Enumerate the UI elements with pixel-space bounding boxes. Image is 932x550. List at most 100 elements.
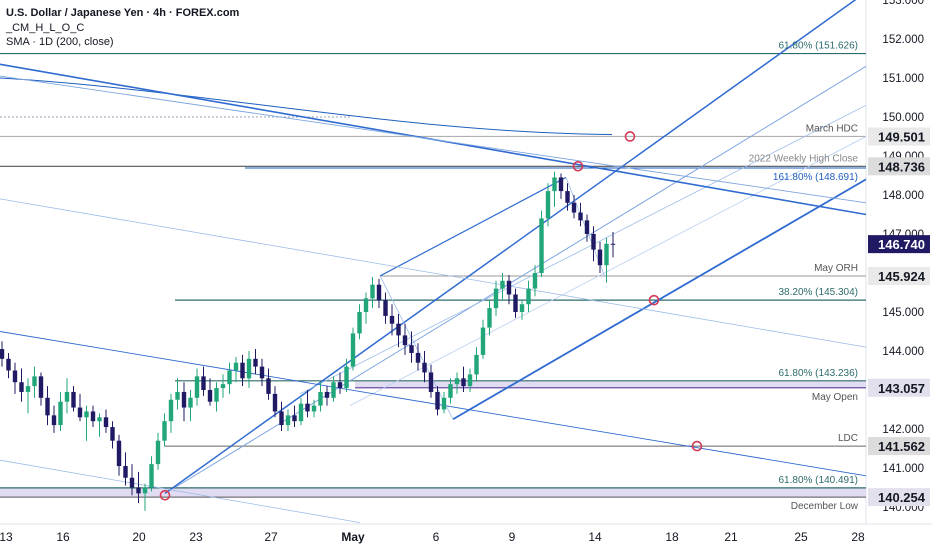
marker-ldc <box>691 440 703 452</box>
x-tick-label: 16 <box>56 530 70 544</box>
candle-body <box>129 477 135 488</box>
candle-body <box>38 376 44 398</box>
candle-body <box>597 249 603 266</box>
candle-body <box>467 374 473 387</box>
candle-body <box>350 333 356 367</box>
y-tick-label: 141.000 <box>882 463 924 475</box>
candle-body <box>19 382 24 392</box>
x-tick-label: 18 <box>665 530 679 544</box>
channel-quarter-line-b <box>349 136 867 406</box>
candle-body <box>604 243 609 266</box>
candle-body <box>227 370 232 385</box>
price-box-149501-text: 149.501 <box>878 129 925 144</box>
candle-body <box>233 362 239 371</box>
price-box-140254 <box>868 488 930 507</box>
candle-body <box>194 376 200 398</box>
candle-body <box>461 378 466 387</box>
candle-body <box>64 391 70 402</box>
candle-body <box>207 390 213 402</box>
candle-body <box>220 384 226 389</box>
label-ldc: LDC <box>838 433 858 444</box>
candle-body <box>116 440 122 467</box>
candle-body <box>363 298 369 312</box>
candle-body <box>506 280 512 295</box>
candle-body <box>441 397 447 410</box>
candle-body <box>383 300 388 316</box>
label-61-8-143236: 61.80% (143.236) <box>778 368 858 379</box>
candle-body <box>357 312 362 334</box>
candle-body <box>493 288 499 309</box>
candle-body <box>500 280 505 289</box>
candle-body <box>487 308 492 328</box>
candle-body <box>331 382 336 398</box>
candle-body <box>155 440 161 465</box>
marker-weekly-high-close <box>572 160 584 172</box>
marker-38-2 <box>648 294 660 306</box>
x-tick-label: 25 <box>794 530 808 544</box>
x-tick-label: May <box>341 530 365 544</box>
descending-resistance-inner <box>0 75 867 204</box>
x-tick-label: 27 <box>264 530 278 544</box>
label-61-8-151626: 61.80% (151.626) <box>778 41 858 52</box>
candle-body <box>58 401 63 426</box>
candle-body <box>25 386 31 392</box>
candle-body <box>578 212 583 221</box>
y-tick-label: 144.000 <box>882 346 924 358</box>
candle-body <box>545 191 551 219</box>
candle-body <box>480 327 486 355</box>
candle-body <box>448 384 453 398</box>
zone-december-low <box>0 487 866 498</box>
candle-body <box>71 391 76 408</box>
indicator-hloc: _CM_H_L_O_C <box>6 22 85 34</box>
candle-body <box>389 315 395 324</box>
candle-body <box>0 349 5 359</box>
candle-body <box>311 405 317 412</box>
x-tick-label: 28 <box>851 530 865 544</box>
candle-body <box>292 415 297 422</box>
zone-may-open <box>355 380 866 388</box>
candle-body <box>519 304 525 312</box>
candle-body <box>90 411 96 422</box>
candle-body <box>454 378 460 385</box>
candle-body <box>396 323 401 336</box>
label-61-8-140491: 61.80% (140.491) <box>778 475 858 486</box>
candle-body <box>435 391 440 410</box>
label-2022-weekly-high-close: 2022 Weekly High Close <box>749 153 859 164</box>
candle-body <box>259 366 265 379</box>
channel-top-segment <box>379 176 567 277</box>
price-box-148736-text: 148.736 <box>878 159 925 174</box>
candle-body <box>526 288 531 305</box>
candle-body <box>539 218 544 273</box>
descending-lower-line <box>0 459 361 523</box>
candle-body <box>45 397 50 416</box>
candle-body <box>279 411 284 426</box>
label-march-hdc: March HDC <box>806 123 858 134</box>
candle-body <box>32 376 37 387</box>
candle-body <box>214 388 219 402</box>
candle-body <box>272 393 278 412</box>
candle-body <box>110 427 115 441</box>
candle-body <box>376 284 382 301</box>
y-tick-label: 153.000 <box>882 0 924 7</box>
candle-body <box>253 358 258 367</box>
x-tick-label: 14 <box>588 530 602 544</box>
candle-body <box>162 421 167 441</box>
descending-support-line <box>0 331 867 477</box>
candle-body <box>136 487 141 494</box>
candle-body <box>123 466 128 478</box>
y-tick-label: 152.000 <box>882 34 924 46</box>
candle-body <box>591 234 596 250</box>
candle-body <box>201 376 206 390</box>
y-tick-label: 145.000 <box>882 307 924 319</box>
price-box-149501 <box>868 127 930 146</box>
candle-body <box>142 487 148 494</box>
swing-connector-a <box>379 275 454 420</box>
candle-body <box>415 352 421 363</box>
candle-body <box>558 177 564 192</box>
candle-body <box>370 284 375 299</box>
candle-body <box>571 202 577 213</box>
candle-body <box>474 354 479 375</box>
price-box-148736 <box>868 157 930 176</box>
